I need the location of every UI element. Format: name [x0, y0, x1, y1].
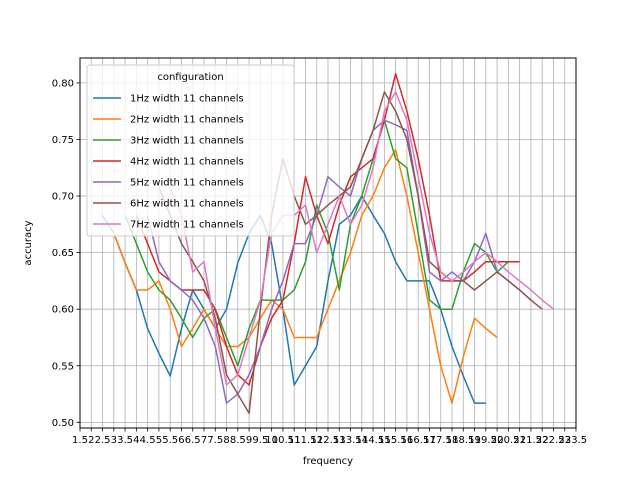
legend-entry-7: 7Hz width 11 channels	[130, 220, 244, 231]
legend-entry-1: 1Hz width 11 channels	[130, 94, 244, 105]
x-tick-label: 7	[201, 435, 207, 446]
x-tick-label: 3.5	[117, 435, 133, 446]
y-tick-label: 0.50	[52, 418, 74, 429]
x-tick-label: 23.5	[565, 435, 587, 446]
x-tick-label: 6.5	[185, 435, 201, 446]
x-tick-label: 7.5	[207, 435, 223, 446]
x-tick-label: 5	[156, 435, 162, 446]
x-tick-label: 3	[111, 435, 117, 446]
legend: configuration 1Hz width 11 channels 2Hz w…	[87, 65, 294, 236]
y-tick-label: 0.70	[52, 192, 74, 203]
y-tick-label: 0.80	[52, 78, 74, 89]
x-tick-label: 6	[178, 435, 184, 446]
x-tick-label: 1.5	[72, 435, 88, 446]
x-tick-label: 8	[223, 435, 229, 446]
x-tick-label: 2	[88, 435, 94, 446]
x-tick-label: 9	[246, 435, 252, 446]
y-tick-label: 0.55	[52, 361, 74, 372]
x-axis-label: frequency	[303, 456, 353, 467]
y-tick-label: 0.65	[52, 248, 74, 259]
x-tick-label: 4	[133, 435, 139, 446]
legend-entry-6: 6Hz width 11 channels	[130, 199, 244, 210]
legend-title: configuration	[157, 72, 223, 83]
legend-entry-4: 4Hz width 11 channels	[130, 157, 244, 168]
legend-entry-2: 2Hz width 11 channels	[130, 115, 244, 126]
y-tick-label: 0.75	[52, 135, 74, 146]
x-tick-label: 5.5	[162, 435, 178, 446]
legend-entry-5: 5Hz width 11 channels	[130, 178, 244, 189]
x-tick-label: 8.5	[230, 435, 246, 446]
legend-entry-3: 3Hz width 11 channels	[130, 136, 244, 147]
y-axis-label: accuracy	[23, 220, 34, 265]
legend-box	[87, 65, 294, 236]
x-tick-label: 2.5	[95, 435, 111, 446]
x-tick-label: 4.5	[140, 435, 156, 446]
y-tick-label: 0.60	[52, 305, 74, 316]
